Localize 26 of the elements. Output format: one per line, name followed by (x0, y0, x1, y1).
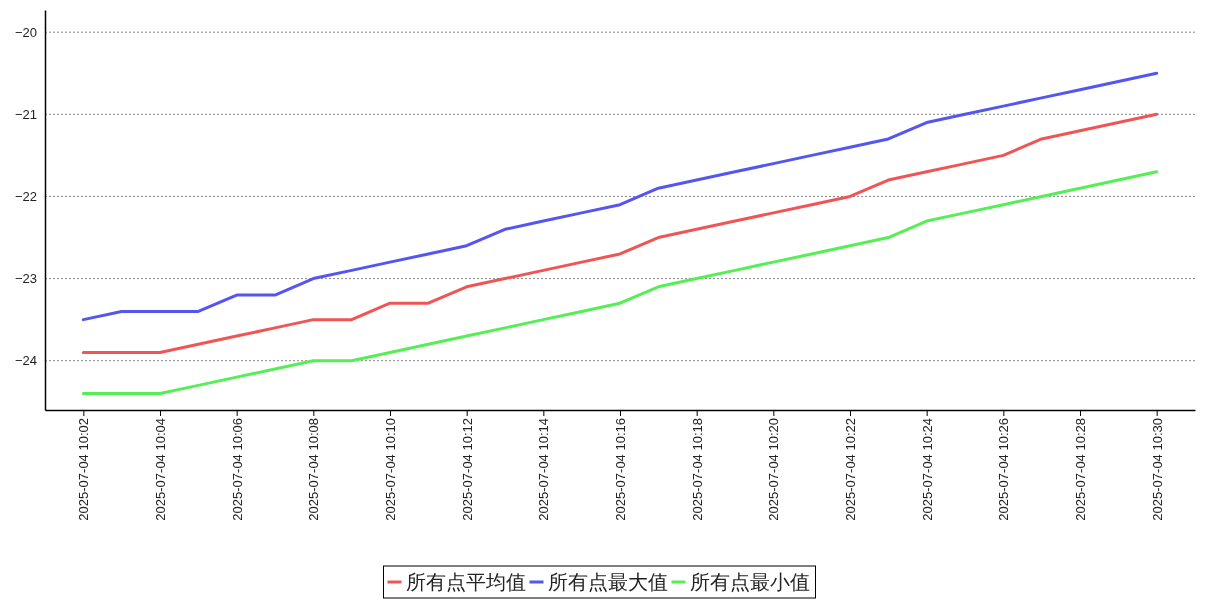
y-tick-label: −24 (14, 353, 37, 369)
x-tick-label: 2025-07-04 10:12 (459, 418, 475, 521)
y-tick-label: −20 (14, 24, 37, 40)
x-tick-label: 2025-07-04 10:14 (536, 418, 552, 521)
line-series (81, 112, 1159, 355)
x-tick-label: 2025-07-04 10:08 (306, 418, 322, 521)
x-tick-label: 2025-07-04 10:28 (1073, 418, 1089, 521)
x-tick-label: 2025-07-04 10:04 (153, 418, 169, 521)
x-tick-label: 2025-07-04 10:02 (76, 418, 92, 521)
legend-label: 所有点最大值 (547, 570, 668, 594)
x-tick-label: 2025-07-04 10:06 (229, 418, 245, 521)
x-tick-label: 2025-07-04 10:22 (843, 418, 859, 521)
x-tick-label: 2025-07-04 10:16 (613, 418, 629, 521)
line-series (81, 71, 1159, 322)
line-series (81, 170, 1159, 396)
x-tick-label: 2025-07-04 10:30 (1149, 418, 1165, 521)
legend-label: 所有点最小值 (689, 570, 810, 594)
x-tick-label: 2025-07-04 10:20 (766, 418, 782, 521)
y-tick-label: −22 (14, 189, 37, 205)
legend-label: 所有点平均值 (405, 570, 526, 594)
x-tick-label: 2025-07-04 10:24 (919, 418, 935, 521)
y-tick-label: −21 (14, 106, 37, 122)
x-tick-label: 2025-07-04 10:10 (383, 418, 399, 521)
x-tick-label: 2025-07-04 10:26 (996, 418, 1012, 521)
x-tick-label: 2025-07-04 10:18 (689, 418, 705, 521)
y-tick-label: −23 (14, 271, 37, 287)
